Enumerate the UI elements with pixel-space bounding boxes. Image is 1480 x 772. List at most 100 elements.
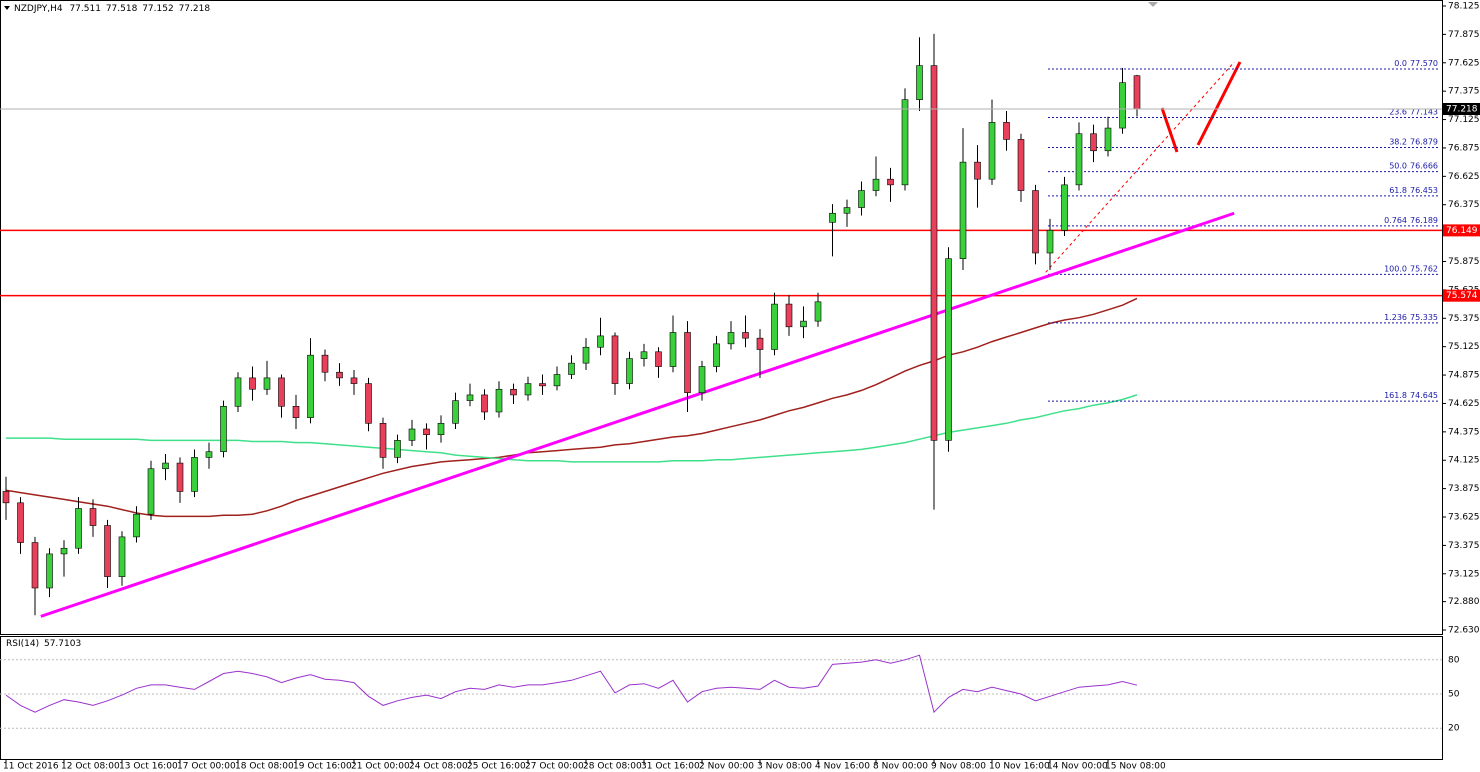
candle-body <box>1032 190 1039 254</box>
candle-body <box>959 161 967 259</box>
level-label-box <box>1443 224 1480 237</box>
candle-body <box>742 332 749 339</box>
y-tick-label: 73.625 <box>1448 513 1480 523</box>
candle-body <box>756 337 764 350</box>
rsi-panel <box>0 636 1443 760</box>
candle-body <box>481 394 488 413</box>
y-tick-label: 73.125 <box>1448 569 1480 579</box>
candle-body <box>452 400 459 424</box>
fib-price: 75.762 <box>1410 264 1438 273</box>
candle-body <box>1046 229 1054 254</box>
fib-price: 76.189 <box>1410 215 1438 224</box>
symbol: NZDJPY,H4 <box>14 4 63 14</box>
fib-label: 23.6 77.143 <box>1389 107 1438 116</box>
current-price-label: 77.218 <box>1446 104 1478 114</box>
candle-body <box>1061 184 1068 231</box>
candle-body <box>234 377 242 407</box>
x-tick-label: 21 Oct 00:00 <box>351 762 410 772</box>
candle-body <box>1104 127 1112 152</box>
x-tick-label: 10 Nov 16:00 <box>989 762 1050 772</box>
fib-ratio: 0.764 <box>1384 215 1407 224</box>
candle-body <box>698 366 706 393</box>
x-tick-label: 19 Oct 16:00 <box>293 762 352 772</box>
y-tick-label: 72.880 <box>1448 597 1480 607</box>
candle-body <box>1090 133 1097 152</box>
trendline <box>1045 61 1235 273</box>
candle-body <box>307 354 314 418</box>
x-tick-label: 3 Nov 08:00 <box>757 762 812 772</box>
candle-body <box>89 508 97 526</box>
candle-body <box>582 346 590 364</box>
chart-header: NZDJPY,H4 77.511 77.518 77.152 77.218 <box>14 4 210 14</box>
candle-body <box>321 354 329 373</box>
candle-body <box>278 377 285 407</box>
arrow-stroke <box>1160 107 1179 153</box>
candle-body <box>916 65 923 100</box>
candle-body <box>31 542 39 589</box>
candle-body <box>75 508 82 549</box>
y-tick-label: 76.625 <box>1448 172 1480 182</box>
candle-body <box>17 502 24 543</box>
candle-body <box>974 161 981 180</box>
fib-ratio: 50.0 <box>1389 161 1407 170</box>
candle-body <box>379 423 387 458</box>
candle-body <box>626 358 633 384</box>
candle-body <box>466 394 474 401</box>
last-high: 77.518 <box>106 4 138 14</box>
y-tick-label: 74.875 <box>1448 371 1480 381</box>
rsi-label: RSI(14) <box>6 639 39 649</box>
candle-body <box>640 351 648 359</box>
candle-body <box>176 462 184 492</box>
arrow-stroke <box>1196 61 1242 146</box>
x-tick-label: 25 Oct 16:00 <box>467 762 526 772</box>
candle-body <box>408 428 416 441</box>
candle-body <box>930 65 938 441</box>
y-tick-label: 74.625 <box>1448 399 1480 409</box>
candle-body <box>611 335 619 384</box>
y-tick-label: 75.875 <box>1448 257 1480 267</box>
candle-body <box>1133 75 1141 110</box>
rsi-tick-label: 50 <box>1448 690 1460 700</box>
rsi-line <box>5 654 1138 714</box>
fib-ratio: 0.0 <box>1394 59 1407 68</box>
fib-ratio: 61.8 <box>1389 185 1407 194</box>
candle-body <box>814 301 822 322</box>
candle-body <box>336 371 343 379</box>
x-tick-label: 24 Oct 08:00 <box>409 762 468 772</box>
candle-body <box>292 405 300 418</box>
fib-price: 77.570 <box>1410 59 1438 68</box>
fib-label: 38.2 76.879 <box>1389 137 1438 146</box>
candle-body <box>263 377 271 390</box>
x-tick-label: 17 Oct 00:00 <box>177 762 236 772</box>
fib-price: 77.143 <box>1410 107 1438 116</box>
candle-body <box>365 383 372 424</box>
rsi-header: RSI(14) 57.7103 <box>6 639 81 649</box>
candle-body <box>553 374 561 387</box>
candle-body <box>118 536 126 577</box>
fib-ratio: 161.8 <box>1384 391 1407 400</box>
candle-body <box>1075 133 1083 186</box>
candle-body <box>887 178 894 186</box>
x-tick-label: 18 Oct 08:00 <box>235 762 294 772</box>
fib-ratio: 23.6 <box>1389 107 1407 116</box>
y-tick-label: 77.625 <box>1448 58 1480 68</box>
y-tick-label: 74.125 <box>1448 456 1480 466</box>
y-tick-label: 78.125 <box>1448 2 1480 12</box>
x-tick-label: 2 Nov 00:00 <box>699 762 754 772</box>
candle-body <box>669 332 677 367</box>
candle-body <box>800 320 807 328</box>
fib-label: 1.236 75.335 <box>1384 312 1438 321</box>
symbol-arrow <box>4 6 10 10</box>
candle-body <box>785 303 793 328</box>
fib-label: 0.0 77.570 <box>1394 59 1438 68</box>
fib-price: 74.645 <box>1410 391 1438 400</box>
candle-body <box>350 377 358 384</box>
candle-body <box>191 457 198 492</box>
current-price-box <box>1443 102 1480 115</box>
x-tick-label: 12 Oct 08:00 <box>61 762 120 772</box>
candle-body <box>829 212 836 223</box>
fib-label: 0.764 76.189 <box>1384 215 1438 224</box>
y-tick-label: 72.630 <box>1448 626 1480 636</box>
y-tick-label: 73.375 <box>1448 541 1480 551</box>
candle-body <box>655 351 662 367</box>
